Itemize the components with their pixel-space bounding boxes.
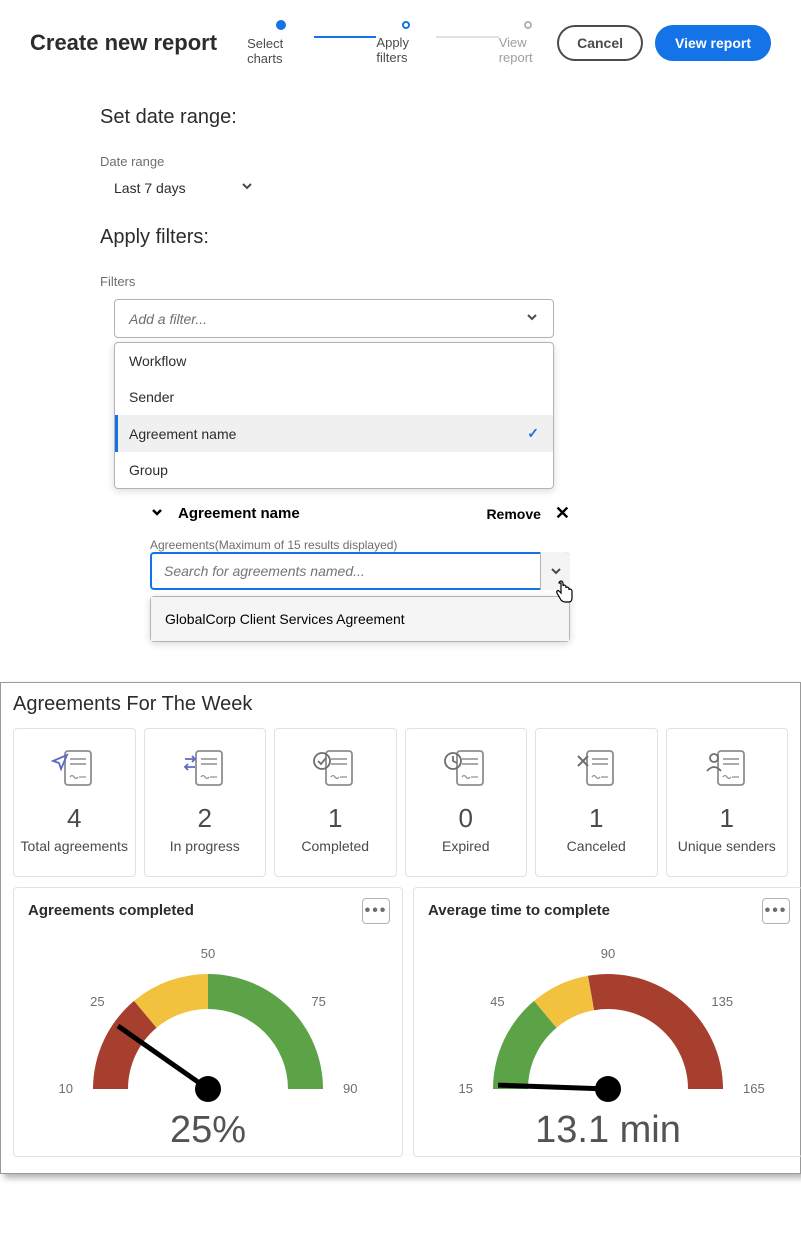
date-range-title: Set date range: (100, 106, 771, 129)
agreements-hint: Agreements(Maximum of 15 results display… (150, 538, 570, 552)
filters-section: Apply filters: Filters Add a filter... W… (100, 226, 771, 642)
chevron-down-icon (240, 179, 254, 196)
stat-card[interactable]: 1 Unique senders (666, 728, 789, 877)
cursor-hand-icon (553, 580, 575, 612)
gauge-card: Average time to complete ••• 15 45 90 135 16… (413, 887, 801, 1157)
applied-filter-name: Agreement name (178, 505, 300, 522)
date-range-section: Set date range: Date range Last 7 days (100, 106, 771, 196)
step-view-report[interactable]: View report (499, 21, 557, 65)
svg-text:135: 135 (711, 994, 733, 1009)
remove-filter-button[interactable]: Remove (486, 506, 540, 522)
search-result-item[interactable]: GlobalCorp Client Services Agreement (151, 597, 569, 641)
svg-text:90: 90 (601, 946, 615, 961)
stat-label: Canceled (567, 838, 626, 854)
gauge-value: 25% (28, 1109, 388, 1152)
svg-text:10: 10 (59, 1081, 73, 1096)
stat-card[interactable]: 0 Expired (405, 728, 528, 877)
filters-label: Filters (100, 274, 771, 289)
view-report-button[interactable]: View report (655, 25, 771, 61)
search-results: GlobalCorp Client Services Agreement (150, 596, 570, 642)
stat-value: 1 (328, 803, 342, 834)
date-range-label: Date range (100, 154, 771, 169)
svg-text:75: 75 (311, 994, 325, 1009)
stat-value: 1 (589, 803, 603, 834)
stat-card[interactable]: 2 In progress (144, 728, 267, 877)
gauge-menu-button[interactable]: ••• (362, 898, 390, 924)
close-icon[interactable]: ✕ (555, 503, 570, 524)
stat-value: 2 (198, 803, 212, 834)
stat-value: 4 (67, 803, 81, 834)
filter-option[interactable]: Group (115, 452, 553, 488)
dashboard-title: Agreements For The Week (13, 693, 788, 716)
cancel-button[interactable]: Cancel (557, 25, 643, 61)
svg-text:25: 25 (90, 994, 104, 1009)
gauge-card: Agreements completed ••• 10 25 50 75 90 25% (13, 887, 403, 1157)
check-icon: ✓ (527, 425, 539, 442)
svg-text:165: 165 (743, 1081, 765, 1096)
stat-value: 1 (720, 803, 734, 834)
progress-stepper: Select charts Apply filters View report (247, 20, 557, 66)
add-filter-select[interactable]: Add a filter... (114, 299, 554, 338)
svg-text:50: 50 (201, 946, 215, 961)
date-range-select[interactable]: Last 7 days (114, 179, 254, 196)
filter-option[interactable]: Sender (115, 379, 553, 415)
gauge-menu-button[interactable]: ••• (762, 898, 790, 924)
filter-dropdown: WorkflowSenderAgreement name✓Group (114, 342, 554, 489)
stat-cards-row: 4 Total agreements 2 In progress 1 Complete… (13, 728, 788, 877)
stat-label: In progress (170, 838, 240, 854)
page-title: Create new report (30, 30, 217, 56)
stat-value: 0 (459, 803, 473, 834)
svg-text:45: 45 (490, 994, 504, 1009)
svg-text:90: 90 (343, 1081, 357, 1096)
step-select-charts[interactable]: Select charts (247, 20, 314, 66)
stat-card[interactable]: 4 Total agreements (13, 728, 136, 877)
stat-label: Unique senders (678, 838, 776, 854)
filter-option[interactable]: Workflow (115, 343, 553, 379)
chevron-down-icon[interactable] (150, 505, 164, 523)
stat-label: Total agreements (21, 838, 128, 854)
gauge-title: Agreements completed (28, 902, 388, 919)
header: Create new report Select charts Apply fi… (30, 20, 771, 66)
applied-filter: Agreement name Remove ✕ Agreements(Maxim… (150, 503, 570, 642)
filters-title: Apply filters: (100, 226, 771, 249)
gauge-value: 13.1 min (428, 1109, 788, 1152)
gauge-row: Agreements completed ••• 1025507590 25% … (13, 887, 788, 1157)
stat-label: Completed (301, 838, 369, 854)
agreement-search-input[interactable] (150, 552, 570, 590)
stat-card[interactable]: 1 Canceled (535, 728, 658, 877)
step-apply-filters[interactable]: Apply filters (376, 21, 436, 65)
stat-label: Expired (442, 838, 489, 854)
stat-card[interactable]: 1 Completed (274, 728, 397, 877)
svg-text:15: 15 (459, 1081, 473, 1096)
chevron-down-icon (525, 310, 539, 327)
gauge-title: Average time to complete (428, 902, 788, 919)
dashboard-panel: Agreements For The Week 4 Total agreement… (0, 682, 801, 1174)
filter-option[interactable]: Agreement name✓ (115, 415, 553, 452)
